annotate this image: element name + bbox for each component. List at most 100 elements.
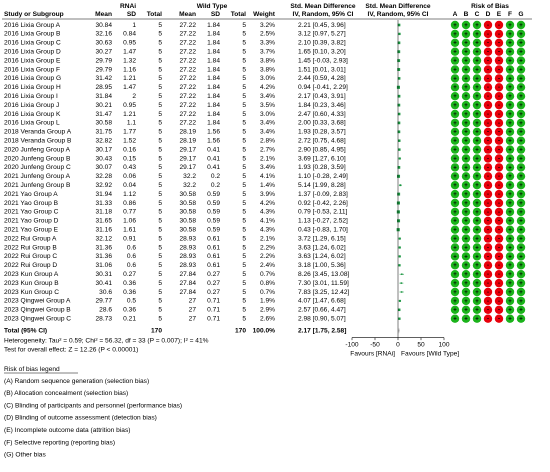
study-name: 2018 Veranda Group B [4,137,72,144]
bias-symbol: + [464,254,468,260]
bias-symbol: + [508,67,512,73]
cell: 27.22 [179,111,196,118]
bias-symbol: + [453,174,457,180]
bias-symbol: + [508,23,512,29]
ci-label: 0.43 [-0.83, 1.70] [298,226,348,233]
effect-square [399,184,402,187]
bias-dot [505,189,515,199]
study-name: 2016 Lixia Group K [4,111,61,118]
bias-symbol: + [464,103,468,109]
cell: 27.22 [179,31,196,38]
bias-dot [505,47,515,56]
cell: 0.59 [207,191,220,198]
bias-dot [450,181,460,190]
cell: 1.84 [207,40,220,47]
total-label: Total (95% CI) [4,327,47,334]
bias-dot [472,314,482,323]
cell: 5 [242,253,246,260]
total-n: 170 [235,327,246,334]
bias-dot [450,189,460,199]
bias-symbol: - [498,192,500,198]
bias-dot [516,198,526,208]
ci-label: 1.65 [0.10, 3.20] [298,48,346,55]
bias-symbol: + [475,41,479,47]
ci-label: 3.72 [1.29, 6.15] [298,235,346,242]
bias-symbol: - [498,156,500,162]
bias-symbol: + [464,236,468,242]
bias-symbol: + [508,130,512,136]
col-header: Weight [253,11,276,18]
cell: 5 [158,48,162,55]
bias-dot [461,92,471,101]
ci-label: 2.10 [0.39, 3.82] [298,40,346,47]
bias-dot [472,252,482,261]
bias-symbol: - [498,67,500,73]
effect-square [396,210,400,214]
bias-dot [516,278,526,288]
bias-dot [483,216,493,225]
bias-dot [483,270,493,279]
cell: 30.58 [179,209,196,216]
cell: 32.28 [95,173,112,180]
bias-dot [450,65,460,74]
bias-dot [461,154,471,163]
bias-dot [461,163,471,172]
ci-label: 1.84 [0.23, 3.46] [298,102,346,109]
bias-dot [516,181,526,190]
effect-square [398,237,401,240]
cell: 27.22 [179,66,196,73]
cell: 5 [158,102,162,109]
cell: 0.6 [127,262,136,269]
bias-dot [516,136,526,145]
cell: 5 [158,146,162,153]
cell: 2.9% [260,307,275,314]
bias-symbol: + [453,201,457,207]
bias-symbol: + [508,85,512,91]
col-header: SD [127,11,136,18]
bias-dot [450,172,460,181]
cell: 5 [242,307,246,314]
bias-dot [494,145,504,154]
effect-square [398,139,401,142]
bias-symbol: - [498,228,500,234]
bias-symbol: - [487,210,489,216]
bias-dot [483,278,493,288]
cell: 0.86 [123,200,136,207]
bias-dot [505,154,515,163]
study-name: 2016 Lixia Group I [4,93,58,100]
bias-symbol: - [498,299,500,305]
bias-dot [516,65,526,74]
cell: 2.7% [260,146,275,153]
bias-dot [505,38,515,47]
bias-symbol: + [453,50,457,56]
cell: 0.61 [207,235,220,242]
cell: 0.21 [123,315,136,322]
cell: 27.22 [179,22,196,29]
cell: 5 [242,209,246,216]
bias-symbol: + [519,263,523,269]
bias-symbol: + [519,67,523,73]
bias-dot [505,234,515,243]
bias-symbol: + [519,192,523,198]
bias-symbol: - [487,85,489,91]
bias-dot [516,252,526,261]
study-name: 2020 Junfeng Group B [4,155,71,162]
bias-symbol: - [498,317,500,323]
bias-symbol: - [498,236,500,242]
bias-symbol: + [453,156,457,162]
bias-symbol: + [508,192,512,198]
bias-symbol: + [519,156,523,162]
cell: 29.17 [179,155,196,162]
bias-symbol: - [498,201,500,207]
bias-dot [505,92,515,101]
bias-symbol: + [519,103,523,109]
bias-dot [461,118,471,128]
cell: 0.06 [123,173,136,180]
bias-symbol: - [487,165,489,171]
study-name: 2021 Junfeng Group B [4,182,71,189]
ci-label: 2.17 [0.43, 3.91] [298,93,346,100]
bias-dot [450,278,460,288]
study-name: 2021 Yao Group E [4,226,59,233]
bias-dot [483,47,493,56]
bias-symbol: + [475,281,479,287]
